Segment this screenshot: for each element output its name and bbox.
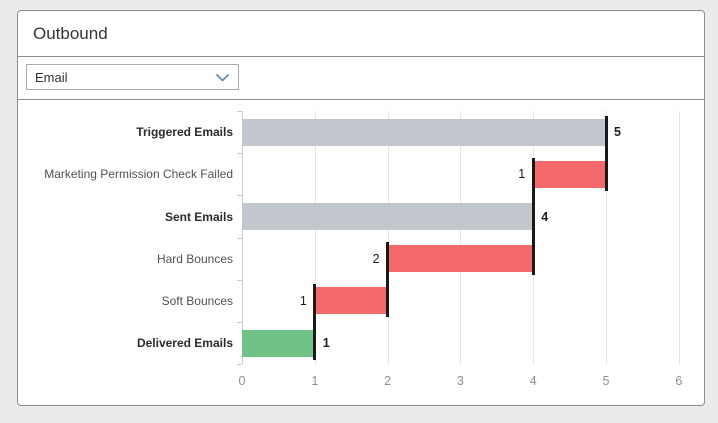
chevron-down-icon bbox=[215, 73, 230, 82]
value-label-delivered-emails: 1 bbox=[322, 336, 330, 351]
category-label-hard-bounces: Hard Bounces bbox=[156, 251, 233, 266]
bar-triggered-emails[interactable] bbox=[242, 118, 606, 146]
category-axis-tick bbox=[237, 279, 242, 281]
connector-2 bbox=[386, 242, 390, 318]
bar-soft-bounces[interactable] bbox=[314, 287, 388, 315]
x-axis-tick-label: 2 bbox=[384, 374, 392, 389]
category-label-marketing-permission-check-failed: Marketing Permission Check Failed bbox=[44, 167, 233, 182]
channel-select[interactable]: Email bbox=[26, 64, 239, 90]
category-axis-line bbox=[242, 111, 243, 365]
channel-select-value: Email bbox=[35, 69, 68, 85]
category-axis-tick bbox=[237, 195, 242, 197]
category-axis-tick bbox=[237, 322, 242, 323]
gridline-1 bbox=[314, 111, 316, 365]
connector-4 bbox=[531, 157, 535, 276]
x-axis-tick-label: 1 bbox=[311, 374, 319, 389]
toolbar: Email bbox=[18, 57, 704, 100]
value-label-soft-bounces: 1 bbox=[299, 293, 307, 308]
waterfall-chart: 0 1 2 3 4 5 6 Triggered Emails 5 Marketing Permis… bbox=[18, 100, 704, 403]
category-label-soft-bounces: Soft Bounces bbox=[161, 293, 233, 308]
bar-sent-emails[interactable] bbox=[242, 203, 534, 230]
gridline-6 bbox=[678, 111, 680, 365]
gridline-3 bbox=[460, 111, 462, 365]
category-axis-tick bbox=[237, 153, 242, 155]
x-axis-tick-label: 3 bbox=[456, 374, 464, 389]
gridline-2 bbox=[387, 111, 389, 365]
value-label-triggered-emails: 5 bbox=[614, 125, 621, 140]
card-header: Outbound bbox=[18, 11, 704, 57]
category-label-delivered-emails: Delivered Emails bbox=[136, 336, 233, 351]
category-axis-tick bbox=[237, 111, 242, 112]
bar-delivered-emails[interactable] bbox=[242, 329, 315, 357]
category-axis-tick bbox=[237, 237, 242, 239]
card-title: Outbound bbox=[33, 23, 108, 43]
x-axis-tick-label: 6 bbox=[675, 374, 683, 389]
value-label-hard-bounces: 2 bbox=[372, 251, 380, 266]
x-axis-tick-label: 0 bbox=[238, 374, 246, 389]
outbound-card: Outbound Email 0 1 2 3 4 5 6 Triggered Emails 5 M… bbox=[17, 10, 705, 406]
value-label-sent-emails: 4 bbox=[541, 209, 549, 224]
category-axis-tick bbox=[237, 364, 242, 366]
bar-marketing-permission-check-failed[interactable] bbox=[533, 160, 606, 188]
connector-5 bbox=[604, 115, 608, 191]
x-axis-tick-label: 4 bbox=[529, 374, 537, 389]
gridline-5 bbox=[606, 111, 607, 365]
bar-hard-bounces[interactable] bbox=[387, 245, 534, 273]
connector-1 bbox=[313, 284, 317, 360]
value-label-marketing-permission-check-failed: 1 bbox=[518, 167, 526, 182]
category-label-triggered-emails: Triggered Emails bbox=[136, 125, 233, 140]
x-axis-tick-label: 5 bbox=[602, 374, 610, 389]
category-label-sent-emails: Sent Emails bbox=[164, 209, 233, 224]
